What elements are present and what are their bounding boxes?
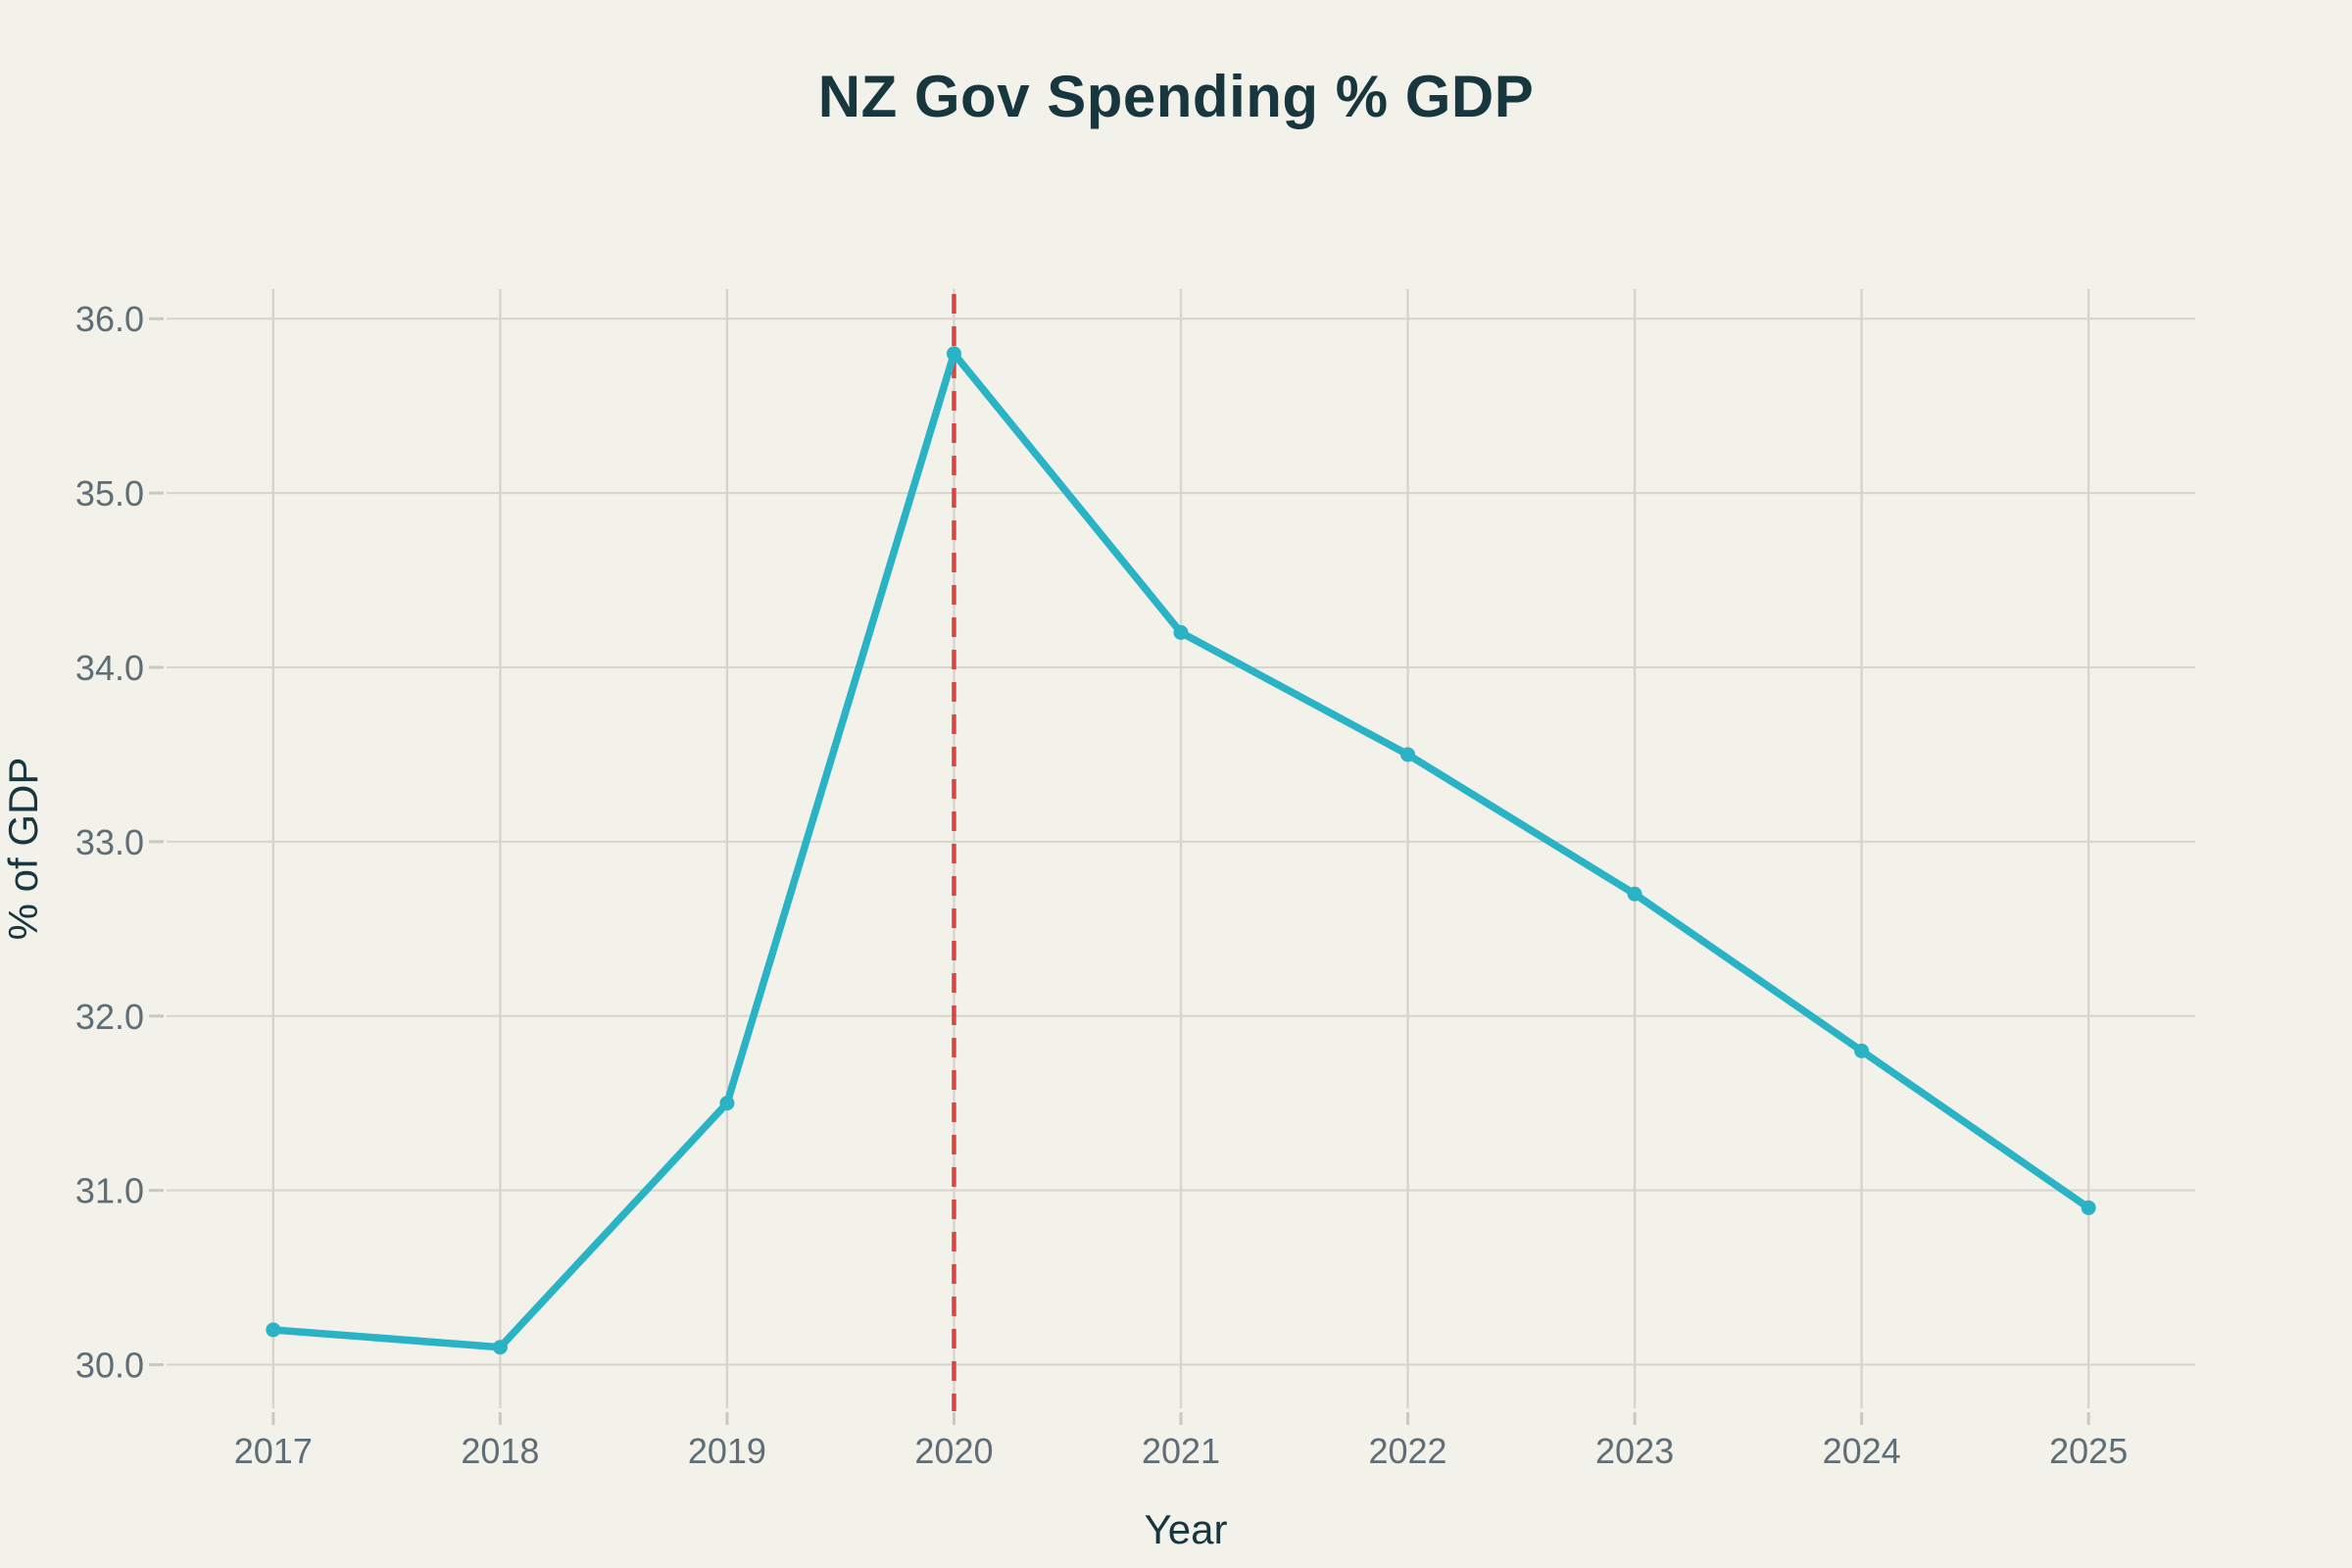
data-point-2018 bbox=[492, 1340, 508, 1355]
x-tick-label: 2024 bbox=[1823, 1431, 1901, 1471]
y-tick-label: 31.0 bbox=[75, 1171, 144, 1211]
y-tick-label: 33.0 bbox=[75, 822, 144, 862]
x-tick-label: 2023 bbox=[1595, 1431, 1674, 1471]
x-tick-label: 2022 bbox=[1368, 1431, 1446, 1471]
data-point-2022 bbox=[1400, 747, 1416, 762]
x-tick-label: 2020 bbox=[914, 1431, 993, 1471]
y-tick-label: 32.0 bbox=[75, 997, 144, 1037]
chart-title: NZ Gov Spending % GDP bbox=[817, 64, 1535, 129]
data-point-2021 bbox=[1173, 624, 1189, 640]
x-axis-title: Year bbox=[1144, 1506, 1228, 1552]
data-point-2017 bbox=[266, 1322, 281, 1338]
x-tick-label: 2019 bbox=[688, 1431, 766, 1471]
x-tick-label: 2025 bbox=[2049, 1431, 2128, 1471]
data-point-2019 bbox=[719, 1096, 735, 1111]
y-tick-label: 35.0 bbox=[75, 473, 144, 514]
x-tick-label: 2021 bbox=[1142, 1431, 1220, 1471]
data-point-2020 bbox=[946, 346, 961, 362]
data-point-2023 bbox=[1627, 886, 1642, 902]
y-axis-title: % of GDP bbox=[0, 757, 46, 941]
data-point-2024 bbox=[1854, 1043, 1870, 1058]
x-tick-label: 2018 bbox=[461, 1431, 539, 1471]
y-tick-label: 36.0 bbox=[75, 299, 144, 339]
y-tick-label: 34.0 bbox=[75, 648, 144, 688]
data-point-2025 bbox=[2081, 1200, 2096, 1215]
x-tick-label: 2017 bbox=[234, 1431, 313, 1471]
y-tick-label: 30.0 bbox=[75, 1346, 144, 1386]
